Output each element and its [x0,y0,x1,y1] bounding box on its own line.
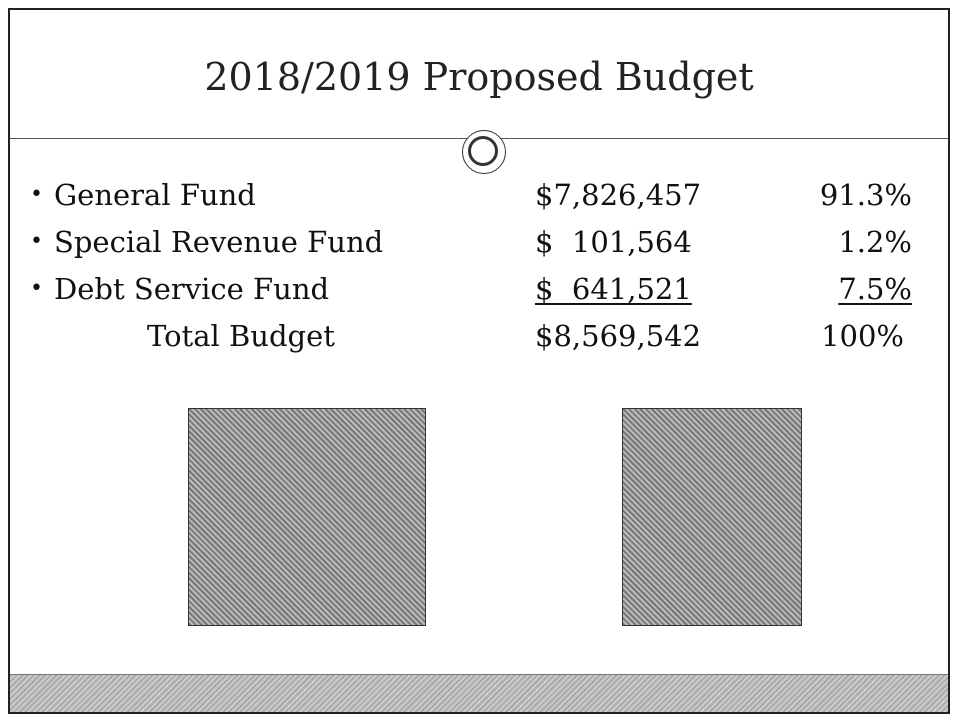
total-amount: $8,569,542 [535,319,702,353]
fund-amount: $7,826,457 [535,178,702,212]
footer-band [10,674,948,712]
fund-amount: $ 101,564 [535,225,692,259]
photo-team [188,408,426,626]
total-label: Total Budget [147,319,335,353]
fund-label: Debt Service Fund [30,272,329,306]
slide-title: 2018/2019 Proposed Budget [204,55,754,99]
budget-row: Special Revenue Fund $ 101,564 1.2% [10,225,948,265]
total-percent: 100% [821,319,904,353]
fund-label: Special Revenue Fund [30,225,383,259]
budget-row: General Fund $7,826,457 91.3% [10,178,948,218]
fund-amount: $ 641,521 [535,272,692,306]
fund-percent: 91.3% [819,178,912,212]
total-row: Total Budget $8,569,542 100% [10,319,948,359]
photo-hands [622,408,802,626]
budget-row: Debt Service Fund $ 641,521 7.5% [10,272,948,312]
fund-percent: 7.5% [838,272,912,306]
slide: 2018/2019 Proposed Budget General Fund $7… [8,8,950,714]
fund-percent: 1.2% [838,225,912,259]
fund-label: General Fund [30,178,256,212]
ring-ornament [462,130,506,174]
